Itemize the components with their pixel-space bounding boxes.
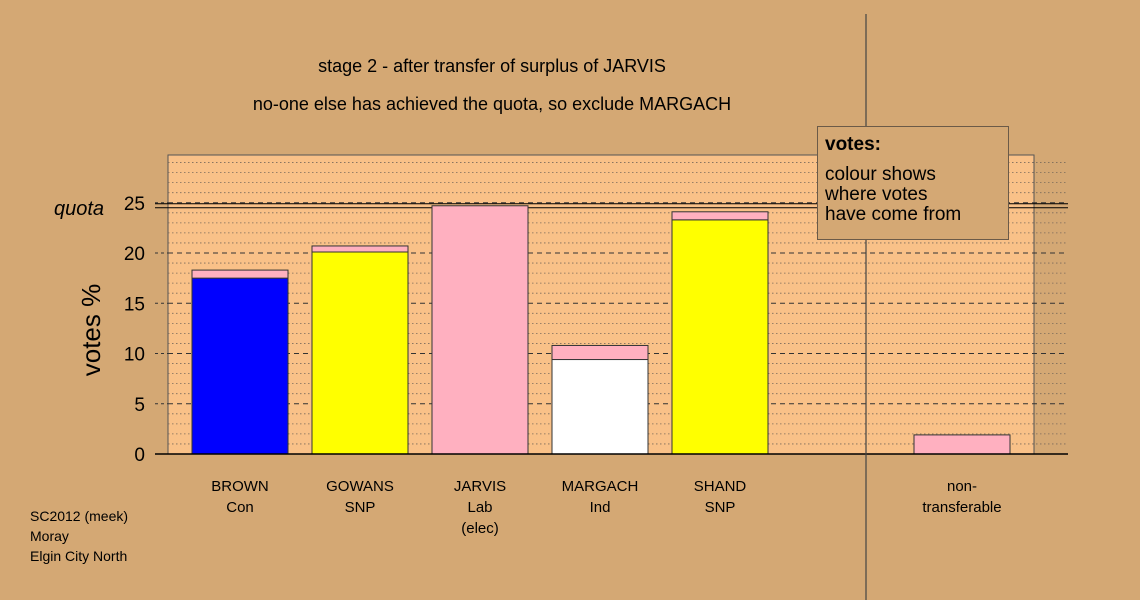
y-tick-label: 5 <box>134 395 145 416</box>
x-category-label: MARGACH <box>562 478 639 495</box>
x-category-label: GOWANS <box>326 478 394 495</box>
bar-segment <box>191 269 289 279</box>
x-category-label: Lab <box>467 499 492 516</box>
x-category-label: non- <box>947 478 977 495</box>
legend-line: where votes <box>825 184 928 205</box>
y-tick-label: 25 <box>124 194 145 215</box>
x-category-label: SNP <box>345 499 376 516</box>
bar-segment <box>311 251 409 455</box>
y-tick-label: 20 <box>124 244 145 265</box>
chart-title-line2: no-one else has achieved the quota, so e… <box>253 94 731 114</box>
x-category-label: SNP <box>705 499 736 516</box>
bar-segment <box>551 344 649 361</box>
x-category-label: (elec) <box>461 520 499 537</box>
chart-title-line1: stage 2 - after transfer of surplus of J… <box>318 56 666 76</box>
bar-segment <box>551 359 649 455</box>
x-category-label: JARVIS <box>454 478 506 495</box>
legend-line: have come from <box>825 204 962 225</box>
bar-segment <box>671 211 769 221</box>
y-tick-label: 0 <box>134 445 145 466</box>
legend-title: votes: <box>825 134 881 155</box>
y-tick-label: 15 <box>124 294 145 315</box>
bar-segment <box>671 219 769 455</box>
bar-segment <box>431 205 529 455</box>
y-axis-label: votes % <box>76 284 106 377</box>
footer-info: SC2012 (meek) Moray Elgin City North <box>30 506 128 566</box>
x-category-label: Con <box>226 499 254 516</box>
legend-box: votes: colour shows where votes have com… <box>817 126 1009 240</box>
legend-line: colour shows <box>825 164 936 185</box>
footer-line: Elgin City North <box>30 548 128 564</box>
bar-segment <box>191 277 289 455</box>
y-tick-label: 10 <box>124 345 145 366</box>
x-category-label: Ind <box>590 499 611 516</box>
footer-line: SC2012 (meek) <box>30 508 129 524</box>
bar-segment <box>311 245 409 253</box>
x-category-label: SHAND <box>694 478 747 495</box>
bar-segment <box>913 434 1011 455</box>
footer-line: Moray <box>30 528 69 544</box>
quota-label: quota <box>54 198 104 220</box>
x-category-label: BROWN <box>211 478 269 495</box>
x-category-label: transferable <box>922 499 1001 516</box>
